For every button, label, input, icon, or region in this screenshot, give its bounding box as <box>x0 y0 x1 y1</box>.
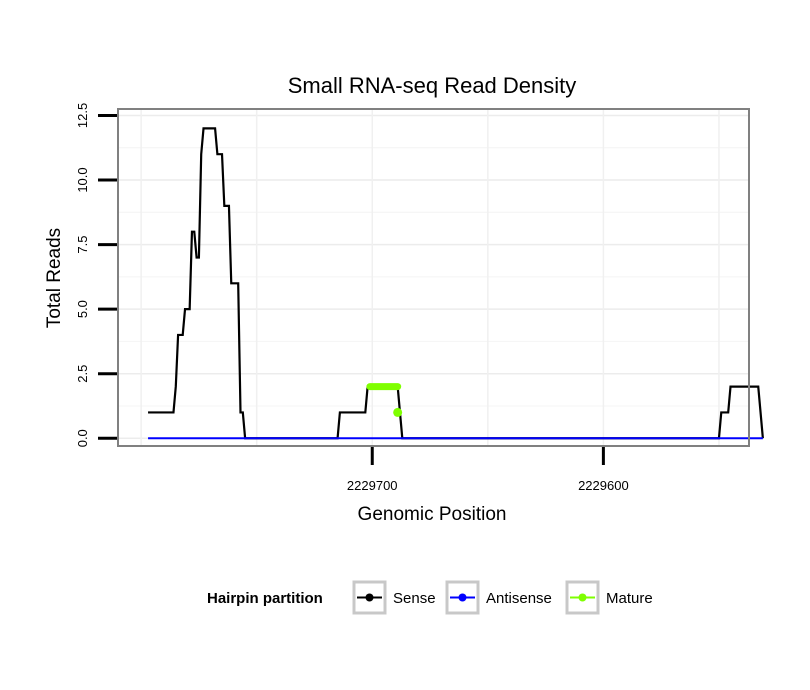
legend-label-sense: Sense <box>393 590 436 607</box>
mature-series-point <box>393 407 403 417</box>
legend: Hairpin partition Sense Antisense Mature <box>207 580 653 615</box>
chart-title: Small RNA-seq Read Density <box>288 73 577 98</box>
y-axis: 0.0 2.5 5.0 7.5 10.0 12.5 <box>75 103 117 447</box>
x-axis: 2229700 2229600 <box>347 447 629 493</box>
legend-label-antisense: Antisense <box>486 590 552 607</box>
y-tick-label: 12.5 <box>75 103 90 128</box>
series-layer <box>148 127 764 440</box>
y-tick-label: 2.5 <box>75 365 90 383</box>
y-tick-label: 5.0 <box>75 300 90 318</box>
legend-label-mature: Mature <box>606 590 653 607</box>
plot-background <box>118 109 749 446</box>
y-axis-title: Total Reads <box>44 228 65 328</box>
y-tick-label: 0.0 <box>75 429 90 447</box>
legend-key-point-antisense <box>458 593 467 602</box>
plot-panel <box>117 108 764 447</box>
y-tick-label: 10.0 <box>75 167 90 192</box>
y-tick-label: 7.5 <box>75 236 90 254</box>
plot-border <box>117 108 750 447</box>
x-tick-label: 2229600 <box>578 478 629 493</box>
x-tick-label: 2229700 <box>347 478 398 493</box>
legend-title: Hairpin partition <box>207 590 323 607</box>
legend-items: Sense Antisense Mature <box>352 580 653 615</box>
x-axis-title: Genomic Position <box>358 504 507 525</box>
legend-key-point-mature <box>578 593 587 602</box>
legend-key-point-sense <box>365 593 374 602</box>
